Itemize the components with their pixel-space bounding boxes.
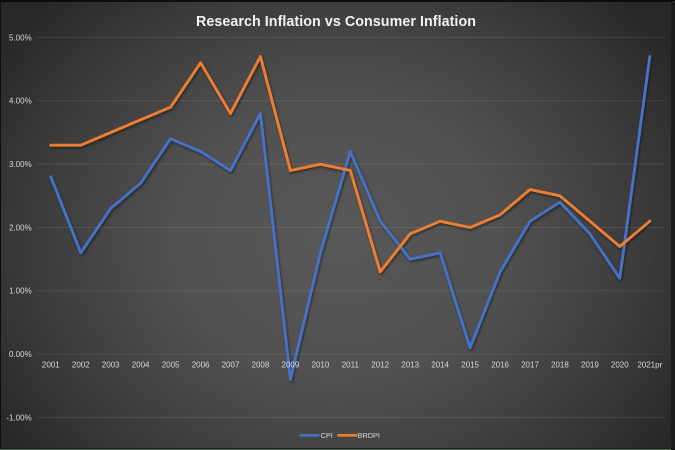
svg-text:1.00%: 1.00% [9, 287, 32, 296]
svg-text:Research Inflation vs Consumer: Research Inflation vs Consumer Inflation [196, 14, 476, 30]
svg-text:2021pr: 2021pr [637, 361, 662, 370]
svg-text:2008: 2008 [252, 361, 270, 370]
svg-text:5.00%: 5.00% [9, 33, 32, 42]
svg-text:2010: 2010 [312, 361, 330, 370]
svg-text:2.00%: 2.00% [9, 223, 32, 232]
svg-text:BRDPI: BRDPI [358, 431, 380, 440]
svg-text:2007: 2007 [222, 361, 240, 370]
svg-text:4.00%: 4.00% [9, 97, 32, 106]
svg-text:2009: 2009 [282, 361, 300, 370]
svg-text:2015: 2015 [461, 361, 479, 370]
svg-text:2014: 2014 [431, 361, 449, 370]
svg-text:2018: 2018 [551, 361, 569, 370]
svg-text:CPI: CPI [321, 431, 333, 440]
svg-text:2017: 2017 [521, 361, 539, 370]
svg-text:0.00%: 0.00% [9, 350, 32, 359]
svg-text:2020: 2020 [611, 361, 629, 370]
svg-text:2019: 2019 [581, 361, 599, 370]
svg-text:2003: 2003 [102, 361, 120, 370]
svg-text:-1.00%: -1.00% [6, 413, 31, 422]
svg-text:2006: 2006 [192, 361, 210, 370]
svg-text:2016: 2016 [491, 361, 509, 370]
svg-text:2005: 2005 [162, 361, 180, 370]
svg-text:2002: 2002 [72, 361, 90, 370]
svg-text:2012: 2012 [371, 361, 389, 370]
svg-text:2004: 2004 [132, 361, 150, 370]
svg-text:3.00%: 3.00% [9, 160, 32, 169]
svg-text:2011: 2011 [342, 361, 360, 370]
svg-text:2013: 2013 [401, 361, 419, 370]
svg-text:2001: 2001 [42, 361, 60, 370]
